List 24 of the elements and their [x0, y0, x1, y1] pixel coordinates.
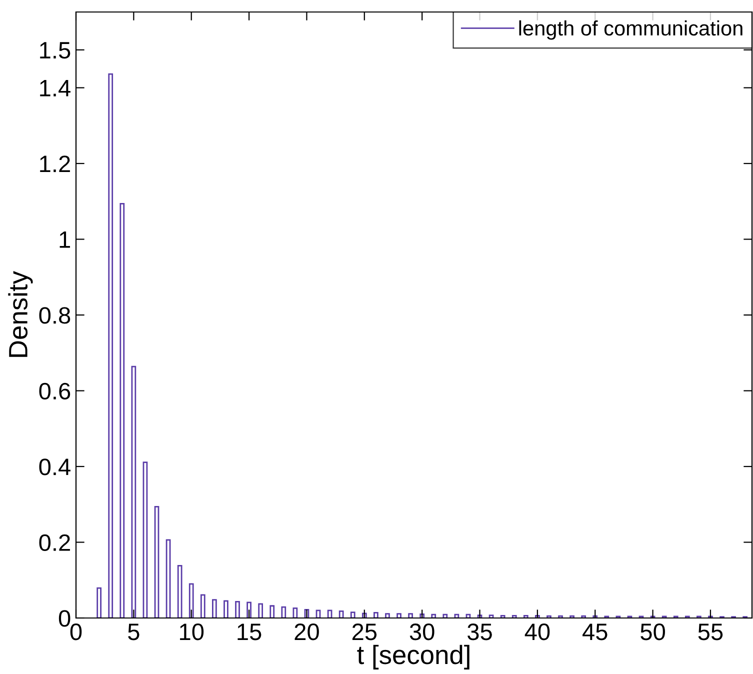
x-tick-label: 20: [294, 623, 319, 640]
x-tick-label: 0: [70, 623, 82, 640]
x-tick-label: 25: [352, 623, 377, 640]
x-tick-label: 5: [128, 624, 140, 640]
y-tick-label: 0: [58, 610, 70, 627]
x-tick-label: 35: [468, 623, 492, 640]
x-axis-title: t [second]: [357, 644, 470, 670]
y-axis-title: Density: [8, 271, 33, 357]
y-tick-label: 1.5: [40, 42, 70, 59]
legend-label: length of communication: [519, 20, 742, 40]
x-tick-label: 15: [238, 624, 262, 640]
y-tick-label: 1.4: [40, 80, 70, 96]
y-tick-label: 1.2: [40, 156, 70, 172]
x-tick-label: 30: [410, 623, 434, 640]
x-tick-label: 55: [698, 624, 723, 640]
y-tick-label: 0.4: [39, 458, 70, 476]
y-tick-label: 1: [60, 232, 70, 248]
y-tick-label: 0.8: [39, 307, 70, 324]
x-tick-label: 40: [524, 623, 550, 640]
x-tick-label: 10: [180, 623, 204, 640]
x-tick-label: 45: [582, 624, 608, 640]
x-tick-label: 50: [640, 623, 665, 640]
y-tick-label: 0.2: [39, 534, 70, 552]
y-tick-label: 0.6: [39, 382, 70, 400]
